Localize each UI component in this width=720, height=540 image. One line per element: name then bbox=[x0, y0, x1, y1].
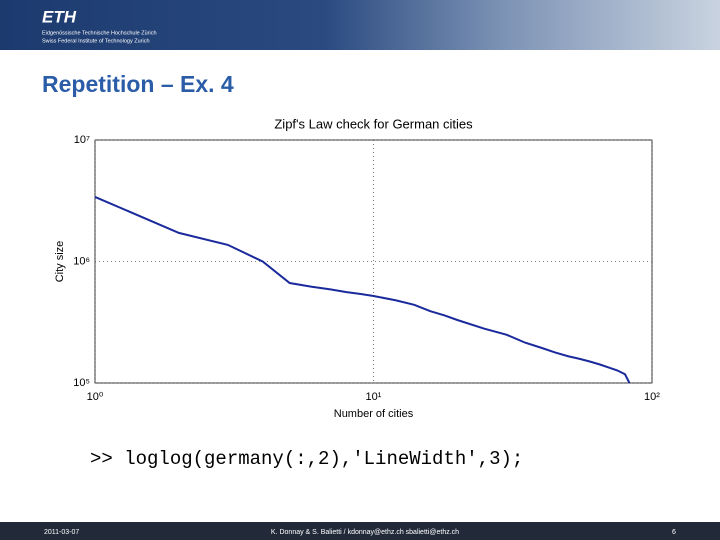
y-tick-label: 10⁵ bbox=[73, 377, 90, 389]
code: >> loglog(germany(:,2),'LineWidth',3); bbox=[90, 448, 523, 470]
y-tick-label: 10⁷ bbox=[74, 134, 90, 146]
y-axis-label: City size bbox=[54, 241, 66, 283]
y-tick-label: 10⁶ bbox=[73, 255, 90, 267]
slide-title: Repetition – Ex. 4 bbox=[42, 71, 234, 97]
footer-authors: K. Donnay & S. Balietti / kdonnay@ethz.c… bbox=[271, 529, 459, 536]
footer-bar bbox=[0, 522, 720, 540]
chart: Zipf's Law check for German cities Number… bbox=[54, 116, 660, 419]
x-axis-label: Number of cities bbox=[334, 408, 414, 420]
footer-date: 2011-03-07 bbox=[44, 529, 79, 536]
chart-title: Zipf's Law check for German cities bbox=[274, 116, 473, 131]
x-tick-label: 10⁰ bbox=[87, 391, 104, 403]
header-line: Eidgenössische Technische Hochschule Zür… bbox=[42, 30, 157, 36]
data-line bbox=[94, 196, 631, 384]
x-tick-label: 10² bbox=[644, 391, 660, 403]
x-tick-label: 10¹ bbox=[366, 391, 382, 403]
header-line: Swiss Federal Institute of Technology Zu… bbox=[42, 38, 150, 44]
footer-page: 6 bbox=[672, 529, 676, 536]
logo: ETH bbox=[42, 7, 77, 26]
header-bar bbox=[0, 0, 720, 50]
